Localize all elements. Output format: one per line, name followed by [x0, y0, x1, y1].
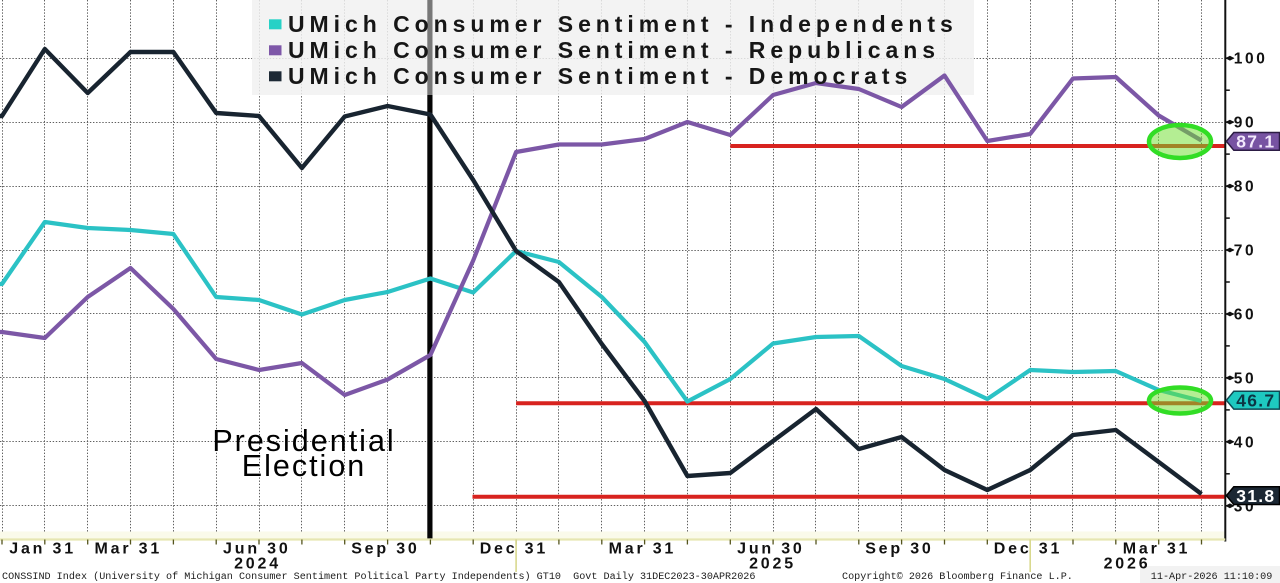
svg-text:Mar 31: Mar 31 — [95, 540, 163, 557]
svg-text:Sep 30: Sep 30 — [865, 540, 933, 557]
svg-text:80: 80 — [1234, 179, 1256, 196]
svg-text:40: 40 — [1234, 434, 1256, 451]
svg-text:70: 70 — [1234, 243, 1256, 260]
svg-text:2024: 2024 — [234, 556, 281, 573]
svg-text:UMich Consumer Sentiment - Dem: UMich Consumer Sentiment - Democrats — [288, 63, 912, 89]
svg-text:CONSSIND Index (University of: CONSSIND Index (University of Michigan C… — [2, 571, 755, 583]
svg-text:UMich Consumer Sentiment - Ind: UMich Consumer Sentiment - Independents — [288, 11, 958, 37]
svg-text:2025: 2025 — [749, 556, 796, 573]
svg-text:90: 90 — [1234, 115, 1256, 132]
svg-text:Copyright© 2026 Bloomberg Fina: Copyright© 2026 Bloomberg Finance L.P. — [842, 571, 1073, 583]
svg-text:Jun 30: Jun 30 — [737, 540, 805, 557]
svg-text:Dec 31: Dec 31 — [480, 540, 548, 557]
svg-text:100: 100 — [1234, 51, 1268, 68]
svg-text:Mar 31: Mar 31 — [609, 540, 677, 557]
svg-text:Jan 31: Jan 31 — [9, 540, 76, 557]
svg-text:Jun 30: Jun 30 — [223, 540, 291, 557]
svg-text:Sep 30: Sep 30 — [351, 540, 419, 557]
svg-text:11-Apr-2026 11:10:09: 11-Apr-2026 11:10:09 — [1151, 572, 1273, 583]
svg-text:87.1: 87.1 — [1236, 132, 1275, 152]
svg-text:31.8: 31.8 — [1236, 486, 1275, 506]
svg-text:Election: Election — [242, 449, 367, 483]
svg-text:UMich Consumer Sentiment - Rep: UMich Consumer Sentiment - Republicans — [288, 37, 940, 63]
svg-text:Presidential: Presidential — [212, 424, 395, 458]
svg-text:46.7: 46.7 — [1236, 391, 1275, 411]
svg-text:50: 50 — [1234, 370, 1256, 387]
svg-text:Dec 31: Dec 31 — [994, 540, 1062, 557]
svg-text:Mar 31: Mar 31 — [1123, 540, 1191, 557]
svg-text:60: 60 — [1234, 307, 1256, 324]
svg-text:2026: 2026 — [1104, 556, 1151, 573]
